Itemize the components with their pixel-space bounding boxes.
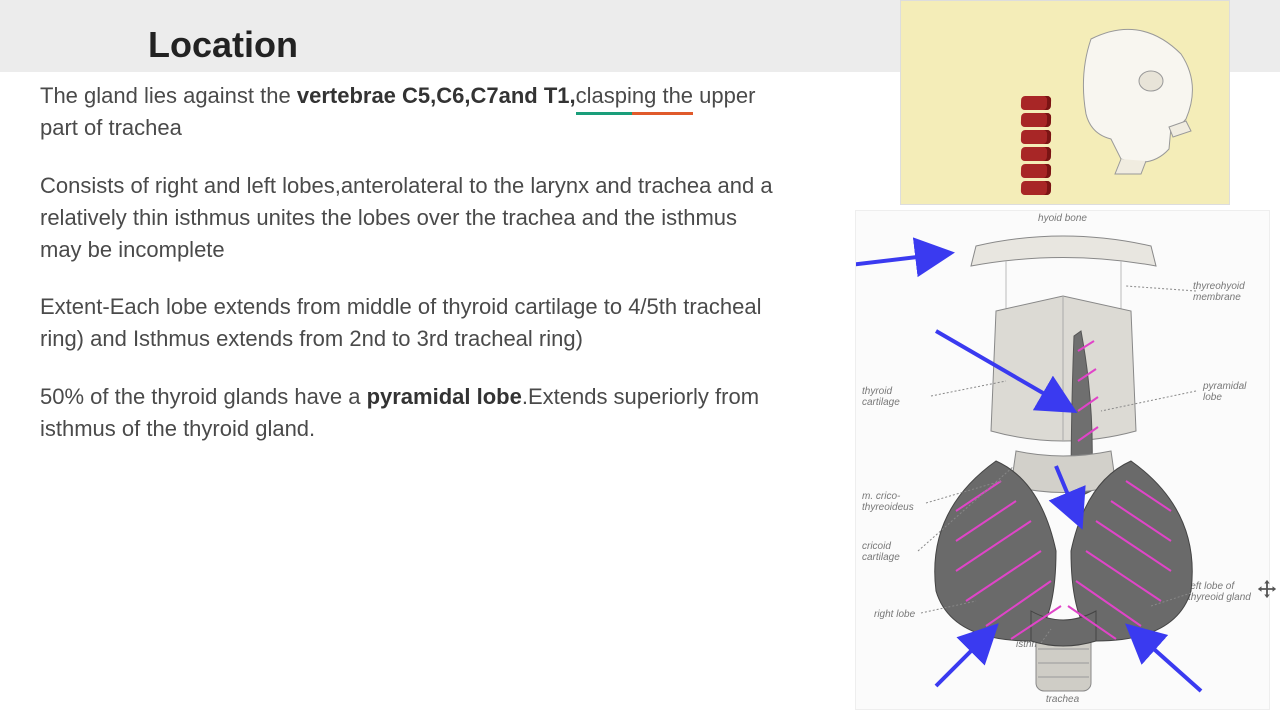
p1-bold: vertebrae C5,C6,C7and T1, — [297, 83, 576, 108]
cervical-vertebrae — [1021, 96, 1051, 198]
body-text: The gland lies against the vertebrae C5,… — [40, 80, 780, 471]
thyroid-diagram-image: hyoid bone thyreohyoid membrane pyramida… — [855, 210, 1270, 710]
paragraph-3: Extent-Each lobe extends from middle of … — [40, 291, 780, 355]
paragraph-1: The gland lies against the vertebrae C5,… — [40, 80, 780, 144]
paragraph-2: Consists of right and left lobes,anterol… — [40, 170, 780, 266]
p4-text-a: 50% of the thyroid glands have a — [40, 384, 367, 409]
paragraph-4: 50% of the thyroid glands have a pyramid… — [40, 381, 780, 445]
skull-icon — [1051, 19, 1211, 179]
thyroid-svg — [856, 211, 1271, 711]
move-cursor-icon — [1256, 578, 1278, 600]
p1-underlined: clasping the — [576, 80, 693, 112]
p1-text-b: clasping the — [576, 83, 693, 108]
skull-vertebrae-image — [900, 0, 1230, 205]
p4-bold: pyramidal lobe — [367, 384, 522, 409]
page-title: Location — [148, 24, 298, 66]
p1-text-a: The gland lies against the — [40, 83, 297, 108]
